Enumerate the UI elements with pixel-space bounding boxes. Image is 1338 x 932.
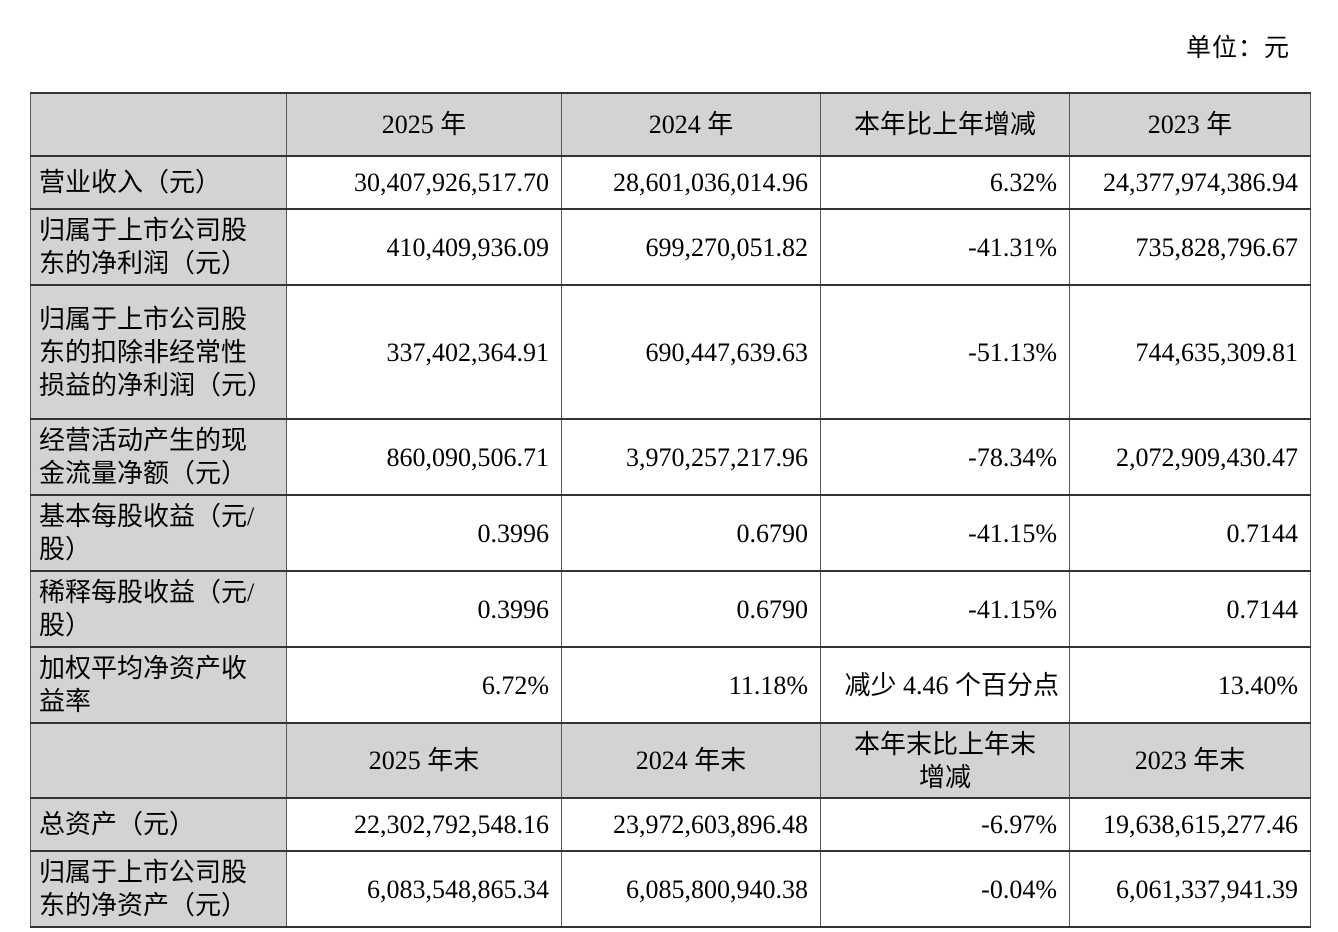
value-cell: 6,083,548,865.34	[286, 850, 562, 928]
row-label: 归属于上市公司股东的扣除非经常性损益的净利润（元）	[30, 284, 287, 420]
value-cell: 24,377,974,386.94	[1069, 155, 1311, 210]
value-cell: 6.72%	[286, 646, 562, 724]
row-label: 归属于上市公司股东的净利润（元）	[30, 208, 287, 286]
unit-label: 单位：元	[1185, 35, 1290, 62]
corner-blank-cell	[30, 92, 287, 157]
value-cell: 减少 4.46 个百分点	[820, 646, 1070, 724]
column-header-yoy-change: 本年比上年增减	[820, 92, 1070, 157]
value-cell: 6,085,800,940.38	[561, 850, 821, 928]
table-row-operating-cash-flow: 经营活动产生的现金流量净额（元） 860,090,506.71 3,970,25…	[30, 418, 1311, 496]
value-cell: -6.97%	[820, 797, 1070, 852]
value-cell: 699,270,051.82	[561, 208, 821, 286]
row-label: 经营活动产生的现金流量净额（元）	[30, 418, 287, 496]
value-cell: -0.04%	[820, 850, 1070, 928]
value-cell: 23,972,603,896.48	[561, 797, 821, 852]
row-label: 基本每股收益（元/股）	[30, 494, 287, 572]
value-cell: 0.3996	[286, 494, 562, 572]
value-cell: 30,407,926,517.70	[286, 155, 562, 210]
table-row-diluted-eps: 稀释每股收益（元/股） 0.3996 0.6790 -41.15% 0.7144	[30, 570, 1311, 648]
value-cell: 410,409,936.09	[286, 208, 562, 286]
value-cell: 22,302,792,548.16	[286, 797, 562, 852]
value-cell: 0.6790	[561, 494, 821, 572]
value-cell: 11.18%	[561, 646, 821, 724]
column-header-2023: 2023 年	[1069, 92, 1311, 157]
value-cell: 6,061,337,941.39	[1069, 850, 1311, 928]
value-cell: 6.32%	[820, 155, 1070, 210]
value-cell: -51.13%	[820, 284, 1070, 420]
row-label: 总资产（元）	[30, 797, 287, 852]
value-cell: 744,635,309.81	[1069, 284, 1311, 420]
column-header-2023-end: 2023 年末	[1069, 722, 1311, 799]
value-cell: 0.6790	[561, 570, 821, 648]
value-cell: 0.7144	[1069, 494, 1311, 572]
row-label: 稀释每股收益（元/股）	[30, 570, 287, 648]
value-cell: 735,828,796.67	[1069, 208, 1311, 286]
value-cell: 0.7144	[1069, 570, 1311, 648]
value-cell: 860,090,506.71	[286, 418, 562, 496]
table-row-weighted-avg-roe: 加权平均净资产收益率 6.72% 11.18% 减少 4.46 个百分点 13.…	[30, 646, 1311, 724]
value-cell: 337,402,364.91	[286, 284, 562, 420]
column-header-2025: 2025 年	[286, 92, 562, 157]
table-row-revenue: 营业收入（元） 30,407,926,517.70 28,601,036,014…	[30, 155, 1311, 210]
value-cell: -41.15%	[820, 570, 1070, 648]
value-cell: -41.15%	[820, 494, 1070, 572]
financial-summary-table: 2025 年 2024 年 本年比上年增减 2023 年 营业收入（元） 30,…	[30, 92, 1311, 928]
column-header-2024-end: 2024 年末	[561, 722, 821, 799]
column-header-2025-end: 2025 年末	[286, 722, 562, 799]
column-header-yearend-change-label: 本年末比上年末增减	[853, 729, 1036, 792]
table-row-basic-eps: 基本每股收益（元/股） 0.3996 0.6790 -41.15% 0.7144	[30, 494, 1311, 572]
value-cell: 19,638,615,277.46	[1069, 797, 1311, 852]
value-cell: -41.31%	[820, 208, 1070, 286]
column-header-2024: 2024 年	[561, 92, 821, 157]
row-label: 加权平均净资产收益率	[30, 646, 287, 724]
value-cell: 690,447,639.63	[561, 284, 821, 420]
value-cell: 0.3996	[286, 570, 562, 648]
value-cell: -78.34%	[820, 418, 1070, 496]
table-row-net-profit: 归属于上市公司股东的净利润（元） 410,409,936.09 699,270,…	[30, 208, 1311, 286]
column-header-yearend-change: 本年末比上年末增减	[820, 722, 1070, 799]
row-label: 营业收入（元）	[30, 155, 287, 210]
table-row-net-assets: 归属于上市公司股东的净资产（元） 6,083,548,865.34 6,085,…	[30, 850, 1311, 928]
table-row-total-assets: 总资产（元） 22,302,792,548.16 23,972,603,896.…	[30, 797, 1311, 852]
section2-header-row: 2025 年末 2024 年末 本年末比上年末增减 2023 年末	[30, 722, 1311, 799]
value-cell: 2,072,909,430.47	[1069, 418, 1311, 496]
value-cell: 3,970,257,217.96	[561, 418, 821, 496]
section1-header-row: 2025 年 2024 年 本年比上年增减 2023 年	[30, 92, 1311, 157]
value-cell: 13.40%	[1069, 646, 1311, 724]
row-label: 归属于上市公司股东的净资产（元）	[30, 850, 287, 928]
value-cell: 28,601,036,014.96	[561, 155, 821, 210]
table-row-net-profit-excl-nonrecurring: 归属于上市公司股东的扣除非经常性损益的净利润（元） 337,402,364.91…	[30, 284, 1311, 420]
corner-blank-cell	[30, 722, 287, 799]
